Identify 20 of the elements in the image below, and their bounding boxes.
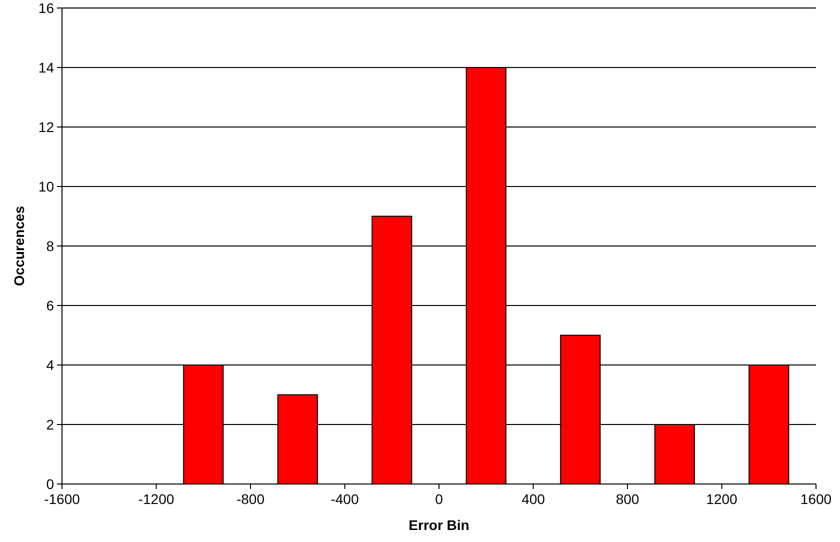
y-tick-label: 6 [46,297,54,314]
y-tick-label: 2 [46,416,54,432]
y-tick-label: 12 [38,118,54,135]
x-tick-label: 1600 [800,491,832,507]
y-tick-label: 10 [38,178,54,194]
x-tick-label: -1200 [138,491,174,507]
x-tick-label: 400 [522,491,546,507]
y-axis-title: Occurences [11,206,27,286]
y-tick-label: 8 [46,238,54,254]
x-tick-label: -1600 [44,491,80,507]
x-tick-label: 800 [616,491,640,507]
y-tick-label: 4 [46,356,54,373]
x-tick-label: 1200 [706,491,738,507]
x-tick-label: -800 [236,491,265,507]
x-tick-label: -400 [330,491,359,507]
x-tick-label: 0 [435,491,444,507]
y-tick-label: 16 [38,0,54,16]
y-tick-label: 14 [38,59,54,76]
y-tick-label: 0 [46,476,54,492]
x-axis-title: Error Bin [408,517,470,533]
